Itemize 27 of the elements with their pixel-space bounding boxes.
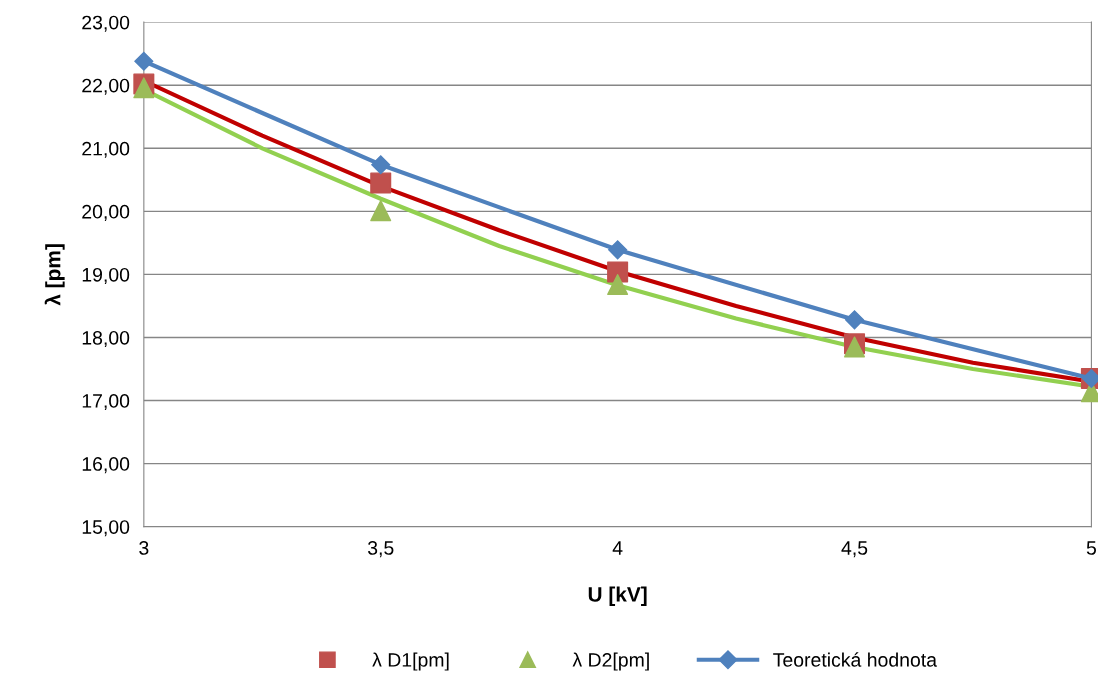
x-tick-label: 4,5	[841, 541, 868, 558]
y-tick-label: 16,00	[82, 457, 130, 474]
x-tick-label: 3	[139, 541, 149, 555]
y-tick-label: 17,00	[82, 394, 130, 411]
x-tick-label: 4	[612, 541, 623, 555]
point	[134, 51, 154, 71]
legend-label: λ D1[pm]	[372, 652, 449, 671]
y-tick-label: 15,00	[82, 520, 130, 537]
x-tick-label: 5	[1086, 541, 1096, 555]
legend-label: λ D2[pm]	[572, 652, 649, 671]
y-tick-label: 22,00	[82, 78, 130, 95]
legend-label: Teoretická hodnota	[773, 652, 938, 667]
x-tick-label: 3,5	[367, 541, 394, 558]
y-axis-title: λ [pm]	[44, 244, 65, 306]
point	[608, 240, 628, 260]
point	[607, 274, 629, 296]
point	[371, 155, 391, 175]
point	[844, 310, 865, 330]
y-tick-label: 20,00	[82, 204, 130, 221]
point	[370, 200, 392, 222]
y-tick-label: 23,00	[82, 15, 130, 32]
y-tick-label: 18,00	[82, 330, 130, 348]
x-axis-title: U [kV]	[588, 586, 647, 606]
point	[607, 261, 629, 283]
y-tick-label: 21,00	[82, 141, 130, 158]
y-tick-label: 19,00	[82, 267, 130, 284]
point	[370, 172, 392, 194]
